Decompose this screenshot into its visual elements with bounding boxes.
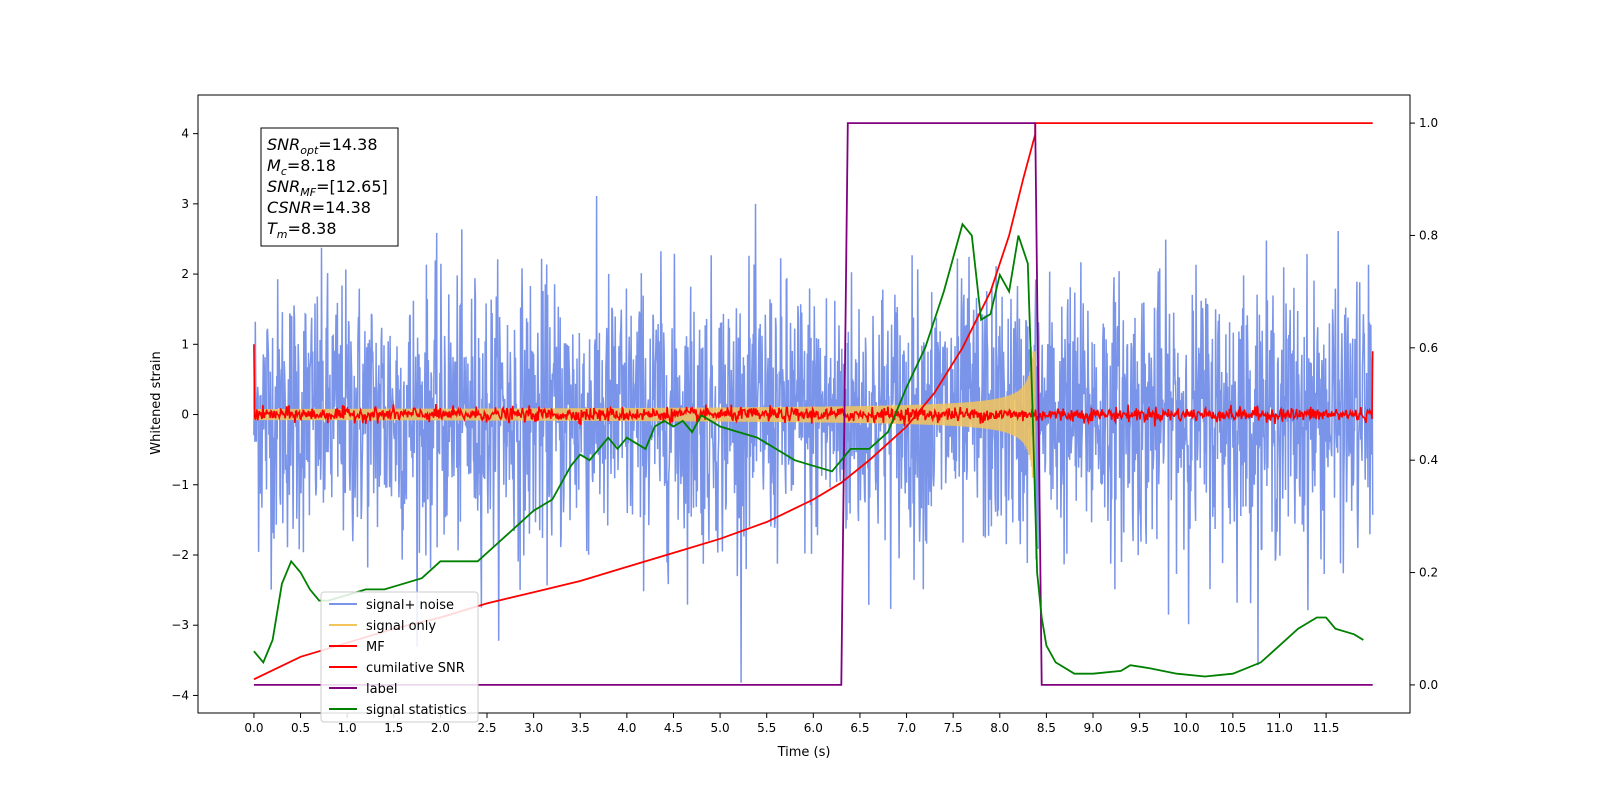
x-tick-label: 9.5 xyxy=(1130,721,1149,735)
y-tick-label: −1 xyxy=(171,478,189,492)
annotation-line: SNRopt=14.38 xyxy=(267,135,378,157)
legend-label: label xyxy=(366,682,397,697)
y2-tick-label: 0.4 xyxy=(1419,453,1438,467)
y-tick-label: 0 xyxy=(181,408,189,422)
x-tick-label: 10.0 xyxy=(1173,721,1200,735)
y2-tick-label: 0.6 xyxy=(1419,341,1438,355)
x-tick-label: 10.5 xyxy=(1220,721,1247,735)
x-tick-label: 7.5 xyxy=(944,721,963,735)
legend-label: signal only xyxy=(366,619,436,634)
annotation-line: CSNR=14.38 xyxy=(267,198,371,217)
y-tick-label: −2 xyxy=(171,548,189,562)
x-tick-label: 9.0 xyxy=(1083,721,1102,735)
y2-tick-label: 0.2 xyxy=(1419,566,1438,580)
series-label xyxy=(253,122,1373,686)
x-tick-label: 1.5 xyxy=(384,721,403,735)
x-tick-label: 6.5 xyxy=(850,721,869,735)
axes-frame xyxy=(197,94,1411,714)
legend-frame xyxy=(320,591,479,723)
legend-label: signal statistics xyxy=(366,703,467,718)
x-tick-label: 3.5 xyxy=(571,721,590,735)
x-tick-label: 1.0 xyxy=(338,721,357,735)
y-tick-label: −4 xyxy=(171,688,189,702)
y-tick-label: 4 xyxy=(181,127,189,141)
x-tick-label: 8.5 xyxy=(1037,721,1056,735)
legend-label: cumilative SNR xyxy=(366,661,465,676)
legend-label: signal+ noise xyxy=(366,598,454,613)
x-tick-label: 5.5 xyxy=(757,721,776,735)
y2-tick-label: 1.0 xyxy=(1419,116,1438,130)
y-axis-label: Whitened strain xyxy=(149,351,164,454)
x-tick-label: 11.0 xyxy=(1266,721,1293,735)
y2-tick-label: 0.0 xyxy=(1419,678,1438,692)
y-tick-label: 1 xyxy=(181,337,189,351)
annotation-line: SNRMF=[12.65] xyxy=(267,177,388,199)
x-tick-label: 4.0 xyxy=(617,721,636,735)
annotation-frame xyxy=(260,127,399,247)
axes: 0.0 0.5 1.0 1.5 2.0 2.5 3.0 3.5 4.0 4.5 5.0 5.5 6.0 6… xyxy=(171,94,1438,735)
annotation-line: Mc=8.18 xyxy=(267,156,336,178)
legend-label: MF xyxy=(366,640,385,655)
annotation-line: Tm=8.38 xyxy=(267,219,337,241)
x-tick-label: 2.0 xyxy=(431,721,450,735)
y2-tick-label: 0.8 xyxy=(1419,228,1438,242)
legend: signal+ noise signal only MF cumilative SNR… xyxy=(320,591,479,723)
x-tick-label: 5.0 xyxy=(711,721,730,735)
x-tick-label: 8.0 xyxy=(990,721,1009,735)
x-tick-label: 0.5 xyxy=(291,721,310,735)
x-tick-label: 2.5 xyxy=(477,721,496,735)
y-tick-label: −3 xyxy=(171,618,189,632)
x-tick-label: 0.0 xyxy=(244,721,263,735)
x-axis-label: Time (s) xyxy=(777,745,831,760)
x-tick-label: 6.0 xyxy=(804,721,823,735)
annotation-box: SNRopt=14.38Mc=8.18SNRMF=[12.65]CSNR=14.… xyxy=(260,127,399,247)
y-tick-label: 2 xyxy=(181,267,189,281)
x-tick-label: 3.0 xyxy=(524,721,543,735)
series-mf xyxy=(253,344,1374,427)
x-tick-label: 11.5 xyxy=(1313,721,1340,735)
x-tick-label: 7.0 xyxy=(897,721,916,735)
x-tick-label: 4.5 xyxy=(664,721,683,735)
y-tick-label: 3 xyxy=(181,197,189,211)
series-signal-statistics xyxy=(253,222,1364,678)
